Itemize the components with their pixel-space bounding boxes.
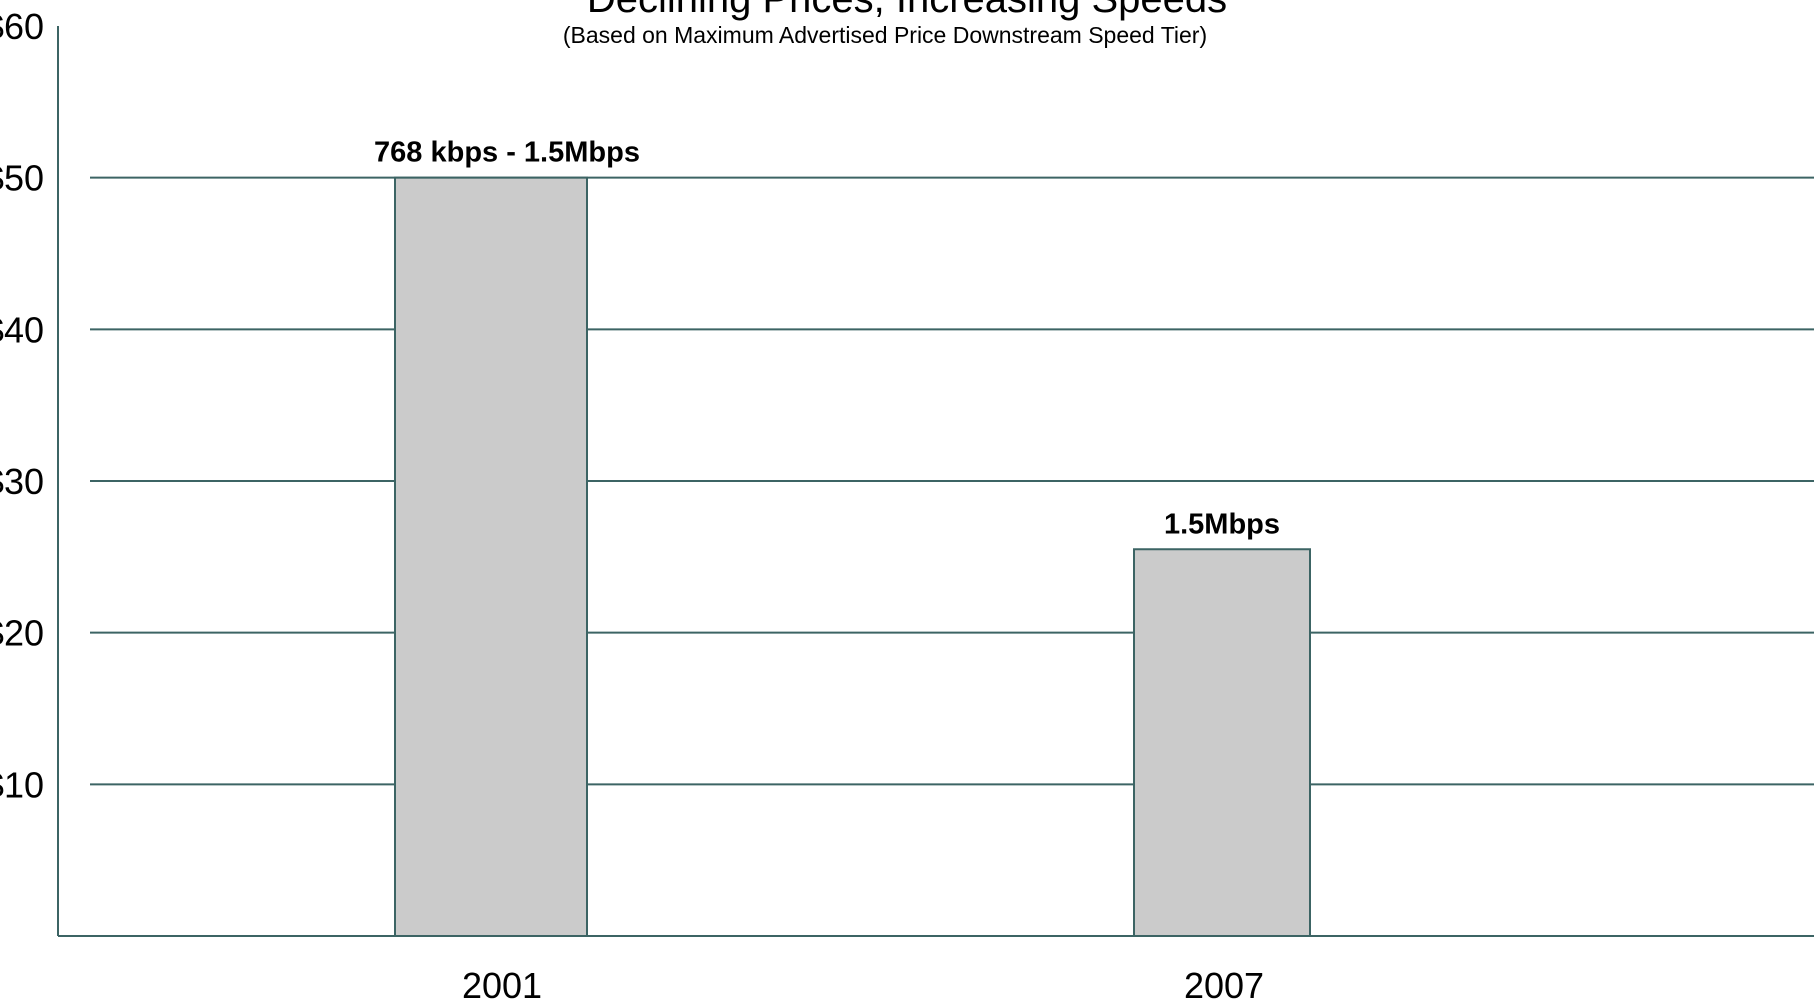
- bars: [394, 176, 1311, 937]
- bar-data-label: 768 kbps - 1.5Mbps: [374, 137, 640, 169]
- y-tick-label: $20: [0, 613, 44, 654]
- bar-data-label: 1.5Mbps: [1164, 508, 1280, 540]
- bar-2007: [1133, 548, 1311, 937]
- gridlines: [90, 176, 1814, 786]
- y-tick-label: $30: [0, 461, 44, 502]
- y-tick-label: $60: [0, 6, 44, 47]
- chart-title: Declining Prices, Increasing Speeds: [587, 0, 1227, 21]
- x-tick-label: 2001: [462, 965, 542, 1003]
- y-tick-label: $40: [0, 309, 44, 350]
- bar-2001: [394, 176, 588, 937]
- labels: $10 $20 $30 $40 $50 $60 768 kbps - 1.5Mbps 2001…: [0, 6, 1280, 1003]
- y-tick-label: $10: [0, 764, 44, 805]
- chart-subtitle: (Based on Maximum Advertised Price Downs…: [563, 22, 1207, 48]
- y-tick-label: $50: [0, 158, 44, 199]
- axes: [57, 26, 1814, 937]
- x-tick-label: 2007: [1184, 965, 1264, 1003]
